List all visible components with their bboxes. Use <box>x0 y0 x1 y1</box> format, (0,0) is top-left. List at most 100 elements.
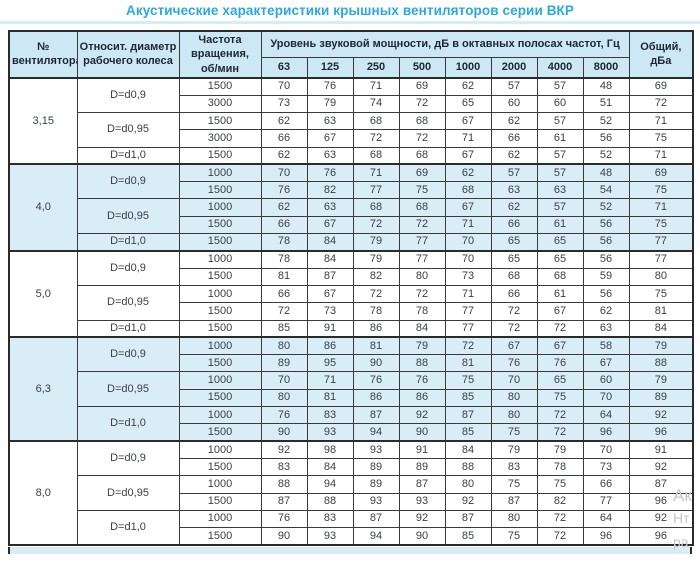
level-cell: 54 <box>582 181 630 200</box>
level-cell: 65 <box>536 249 584 269</box>
table-row: 1500 90 93 94 90 85 75 72 96 96 <box>9 527 694 546</box>
diameter-cell: D=d0,9 <box>76 76 180 113</box>
level-cell: 72 <box>536 423 584 442</box>
table-row: 4,0 D=d0,9 1000 70 76 71 69 62 57 57 48 69 <box>8 163 694 252</box>
level-cell: 82 <box>306 181 354 200</box>
level-cell: 72 <box>536 527 584 546</box>
level-cell: 68 <box>398 111 446 131</box>
level-cell: 72 <box>352 129 400 148</box>
speed-cell: 1500 <box>178 492 262 511</box>
level-cell: 90 <box>260 423 308 442</box>
speed-cell: 1000 <box>178 371 262 390</box>
level-cell: 71 <box>352 163 400 183</box>
level-cell: 72 <box>398 215 446 235</box>
level-cell: 83 <box>306 406 354 425</box>
level-cell: 68 <box>444 181 492 200</box>
total-cell: 84 <box>628 319 694 338</box>
total-cell: 71 <box>628 111 694 131</box>
level-cell: 79 <box>352 233 400 252</box>
diameter-cell: D=d0,9 <box>76 163 180 200</box>
level-cell: 72 <box>536 509 584 529</box>
level-cell: 81 <box>260 267 308 286</box>
speed-cell: 1500 <box>178 527 262 546</box>
table-row: D=d1,0 1500 78 84 79 77 70 65 65 56 77 <box>9 233 694 252</box>
level-cell: 78 <box>352 302 400 321</box>
freq-header-row: 63 125 250 500 1000 2000 4000 8000 <box>9 57 693 79</box>
freq-header-cell: 2000 <box>490 57 538 79</box>
level-cell: 72 <box>398 129 446 148</box>
freq-header-cell: 8000 <box>582 57 630 79</box>
total-cell: 96 <box>628 492 694 511</box>
level-cell: 72 <box>398 94 446 113</box>
level-cell: 72 <box>536 319 584 338</box>
level-cell: 89 <box>260 354 308 373</box>
diameter-header: Относит. диаметр рабочего колеса <box>76 30 180 79</box>
table-row: 3,15 D=d0,9 1500 70 76 71 69 62 57 57 48 69 <box>8 76 694 165</box>
fan-number-cell: 3,15 <box>8 76 78 165</box>
table-row: D=d1,0 1500 62 63 68 68 67 62 57 52 71 <box>9 146 694 165</box>
level-cell: 70 <box>260 371 308 390</box>
level-cell: 56 <box>582 129 630 148</box>
freq-header-cell: 250 <box>352 57 400 79</box>
level-cell: 83 <box>490 457 538 477</box>
level-cell: 80 <box>444 475 492 494</box>
level-cell: 69 <box>398 76 446 96</box>
level-cell: 71 <box>444 284 492 304</box>
level-cell: 72 <box>536 406 584 425</box>
level-cell: 80 <box>490 388 538 408</box>
level-cell: 72 <box>444 336 492 356</box>
level-cell: 63 <box>536 181 584 200</box>
level-cell: 67 <box>582 354 630 373</box>
speed-cell: 3000 <box>178 94 262 113</box>
speed-cell: 1000 <box>178 249 262 269</box>
watermark-text: Ак <box>673 486 692 505</box>
level-cell: 65 <box>444 94 492 113</box>
diameter-cell: D=d0,9 <box>76 249 180 286</box>
total-cell: 71 <box>628 146 694 165</box>
table-row: D=d1,0 1500 85 91 86 84 77 72 72 63 84 <box>9 319 694 338</box>
level-cell: 72 <box>398 284 446 304</box>
level-cell: 79 <box>306 94 354 113</box>
freq-header-cell: 125 <box>306 57 354 79</box>
level-cell: 66 <box>260 215 308 235</box>
level-cell: 62 <box>490 198 538 217</box>
level-cell: 71 <box>444 129 492 148</box>
level-cell: 80 <box>260 336 308 356</box>
diameter-cell: D=d0,95 <box>76 475 180 511</box>
level-cell: 57 <box>536 146 584 165</box>
level-cell: 92 <box>444 492 492 511</box>
level-cell: 62 <box>260 111 308 131</box>
level-cell: 90 <box>260 527 308 546</box>
level-cell: 65 <box>490 233 538 252</box>
level-cell: 84 <box>306 457 354 477</box>
level-cell: 73 <box>306 302 354 321</box>
level-cell: 92 <box>398 406 446 425</box>
level-cell: 61 <box>536 215 584 235</box>
level-cell: 66 <box>490 215 538 235</box>
level-cell: 85 <box>444 423 492 442</box>
level-cell: 59 <box>582 267 630 286</box>
table-row: 8,0 D=d0,9 1000 92 98 93 91 84 79 79 70 91 <box>8 440 694 546</box>
speed-header: Частота вращения, об/мин <box>178 30 262 79</box>
diameter-cell: D=d0,9 <box>76 336 180 373</box>
level-cell: 56 <box>582 215 630 235</box>
level-cell: 64 <box>582 509 630 529</box>
level-cell: 67 <box>536 302 584 321</box>
table-row: D=d1,0 1000 76 83 87 92 87 80 72 64 92 <box>9 406 694 442</box>
level-cell: 68 <box>536 267 584 286</box>
level-cell: 78 <box>260 233 308 252</box>
level-cell: 68 <box>352 111 400 131</box>
level-cell: 76 <box>352 371 400 390</box>
level-cell: 93 <box>398 492 446 511</box>
diameter-cell: D=d0,95 <box>76 284 180 321</box>
level-cell: 72 <box>352 284 400 304</box>
level-cell: 70 <box>490 371 538 390</box>
level-cell: 68 <box>352 198 400 217</box>
level-cell: 77 <box>352 181 400 200</box>
level-cell: 96 <box>582 423 630 442</box>
diameter-cell: D=d1,0 <box>76 146 180 165</box>
level-cell: 68 <box>352 146 400 165</box>
level-cell: 85 <box>444 527 492 546</box>
level-cell: 60 <box>490 94 538 113</box>
level-cell: 80 <box>398 267 446 286</box>
